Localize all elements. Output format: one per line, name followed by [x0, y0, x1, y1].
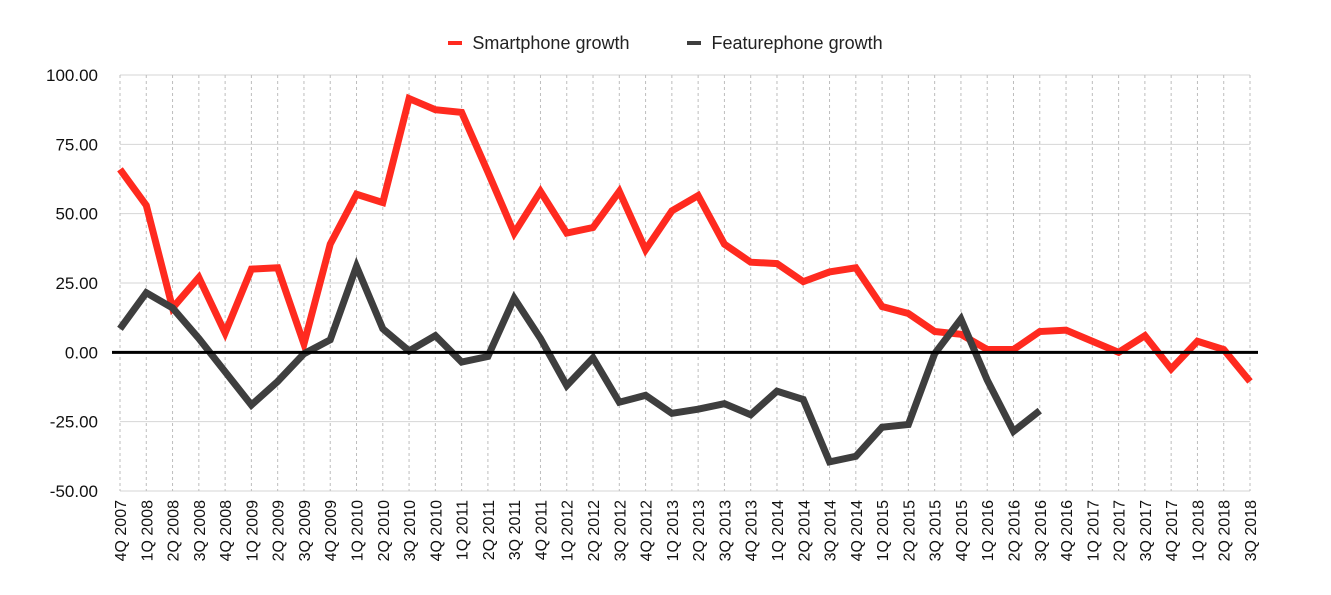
x-tick-label: 2Q 2018: [1217, 500, 1234, 561]
x-tick-label: 2Q 2010: [376, 500, 393, 561]
x-tick-label: 4Q 2008: [218, 500, 235, 561]
x-tick-label: 3Q 2009: [297, 500, 314, 561]
x-tick-label: 2Q 2011: [481, 500, 498, 560]
legend-label-featurephone: Featurephone growth: [711, 32, 883, 53]
series-line-featurephone: [117, 256, 1042, 466]
y-tick-label: 75.00: [55, 135, 98, 154]
x-tick-label: 4Q 2017: [1164, 500, 1181, 561]
x-tick-label: 1Q 2010: [350, 500, 367, 561]
x-tick-label: 4Q 2014: [849, 500, 866, 561]
x-tick-label: 1Q 2016: [980, 500, 997, 561]
x-tick-label: 1Q 2012: [560, 500, 577, 561]
series-line-smartphone: [117, 93, 1253, 384]
x-tick-label: 2Q 2013: [691, 500, 708, 561]
x-tick-label: 2Q 2015: [901, 500, 918, 561]
legend-label-smartphone: Smartphone growth: [472, 32, 630, 53]
x-tick-label: 1Q 2009: [244, 500, 261, 561]
x-tick-label: 2Q 2016: [1006, 500, 1023, 561]
x-tick-label: 3Q 2013: [717, 500, 734, 561]
x-tick-label: 4Q 2007: [113, 500, 130, 561]
x-tick-label: 4Q 2013: [744, 500, 761, 561]
y-tick-label: -50.00: [50, 482, 98, 501]
x-tick-label: 1Q 2015: [875, 500, 892, 561]
x-tick-label: 3Q 2016: [1033, 500, 1050, 561]
x-tick-label: 2Q 2008: [166, 500, 183, 561]
x-tick-label: 3Q 2011: [507, 500, 524, 560]
x-tick-label: 4Q 2009: [323, 500, 340, 561]
x-tick-label: 2Q 2009: [271, 500, 288, 561]
y-tick-label: -25.00: [50, 413, 98, 432]
x-tick-label: 3Q 2017: [1138, 500, 1155, 561]
x-tick-label: 4Q 2011: [533, 500, 550, 560]
x-tick-label: 1Q 2013: [665, 500, 682, 561]
legend-swatch-featurephone: [687, 41, 702, 45]
x-tick-label: 1Q 2011: [455, 500, 472, 560]
y-tick-label: 100.00: [46, 66, 98, 85]
x-tick-label: 3Q 2012: [612, 500, 629, 561]
legend-swatch-smartphone: [448, 41, 463, 45]
x-tick-label: 4Q 2010: [428, 500, 445, 561]
legend-item-featurephone: Featurephone growth: [687, 32, 883, 54]
legend-item-smartphone: Smartphone growth: [448, 33, 629, 54]
x-tick-label: 3Q 2008: [192, 500, 209, 561]
legend: Smartphone growth Featurephone growth: [0, 30, 1331, 56]
x-tick-label: 2Q 2012: [586, 500, 603, 561]
x-tick-label: 4Q 2012: [639, 500, 656, 561]
x-tick-label: 1Q 2017: [1085, 500, 1102, 561]
x-tick-label: 3Q 2018: [1243, 500, 1260, 561]
x-tick-label: 1Q 2008: [139, 500, 156, 561]
x-tick-label: 1Q 2018: [1190, 500, 1207, 561]
x-tick-label: 1Q 2014: [770, 500, 787, 561]
x-tick-label: 4Q 2015: [954, 500, 971, 561]
y-tick-label: 0.00: [65, 343, 98, 362]
y-tick-label: 25.00: [55, 274, 98, 293]
x-tick-label: 3Q 2015: [928, 500, 945, 561]
x-tick-label: 2Q 2017: [1112, 500, 1129, 561]
x-tick-label: 3Q 2014: [823, 500, 840, 561]
x-tick-label: 2Q 2014: [796, 500, 813, 561]
x-tick-label: 4Q 2016: [1059, 500, 1076, 561]
y-tick-label: 50.00: [55, 205, 98, 224]
x-tick-label: 3Q 2010: [402, 500, 419, 561]
